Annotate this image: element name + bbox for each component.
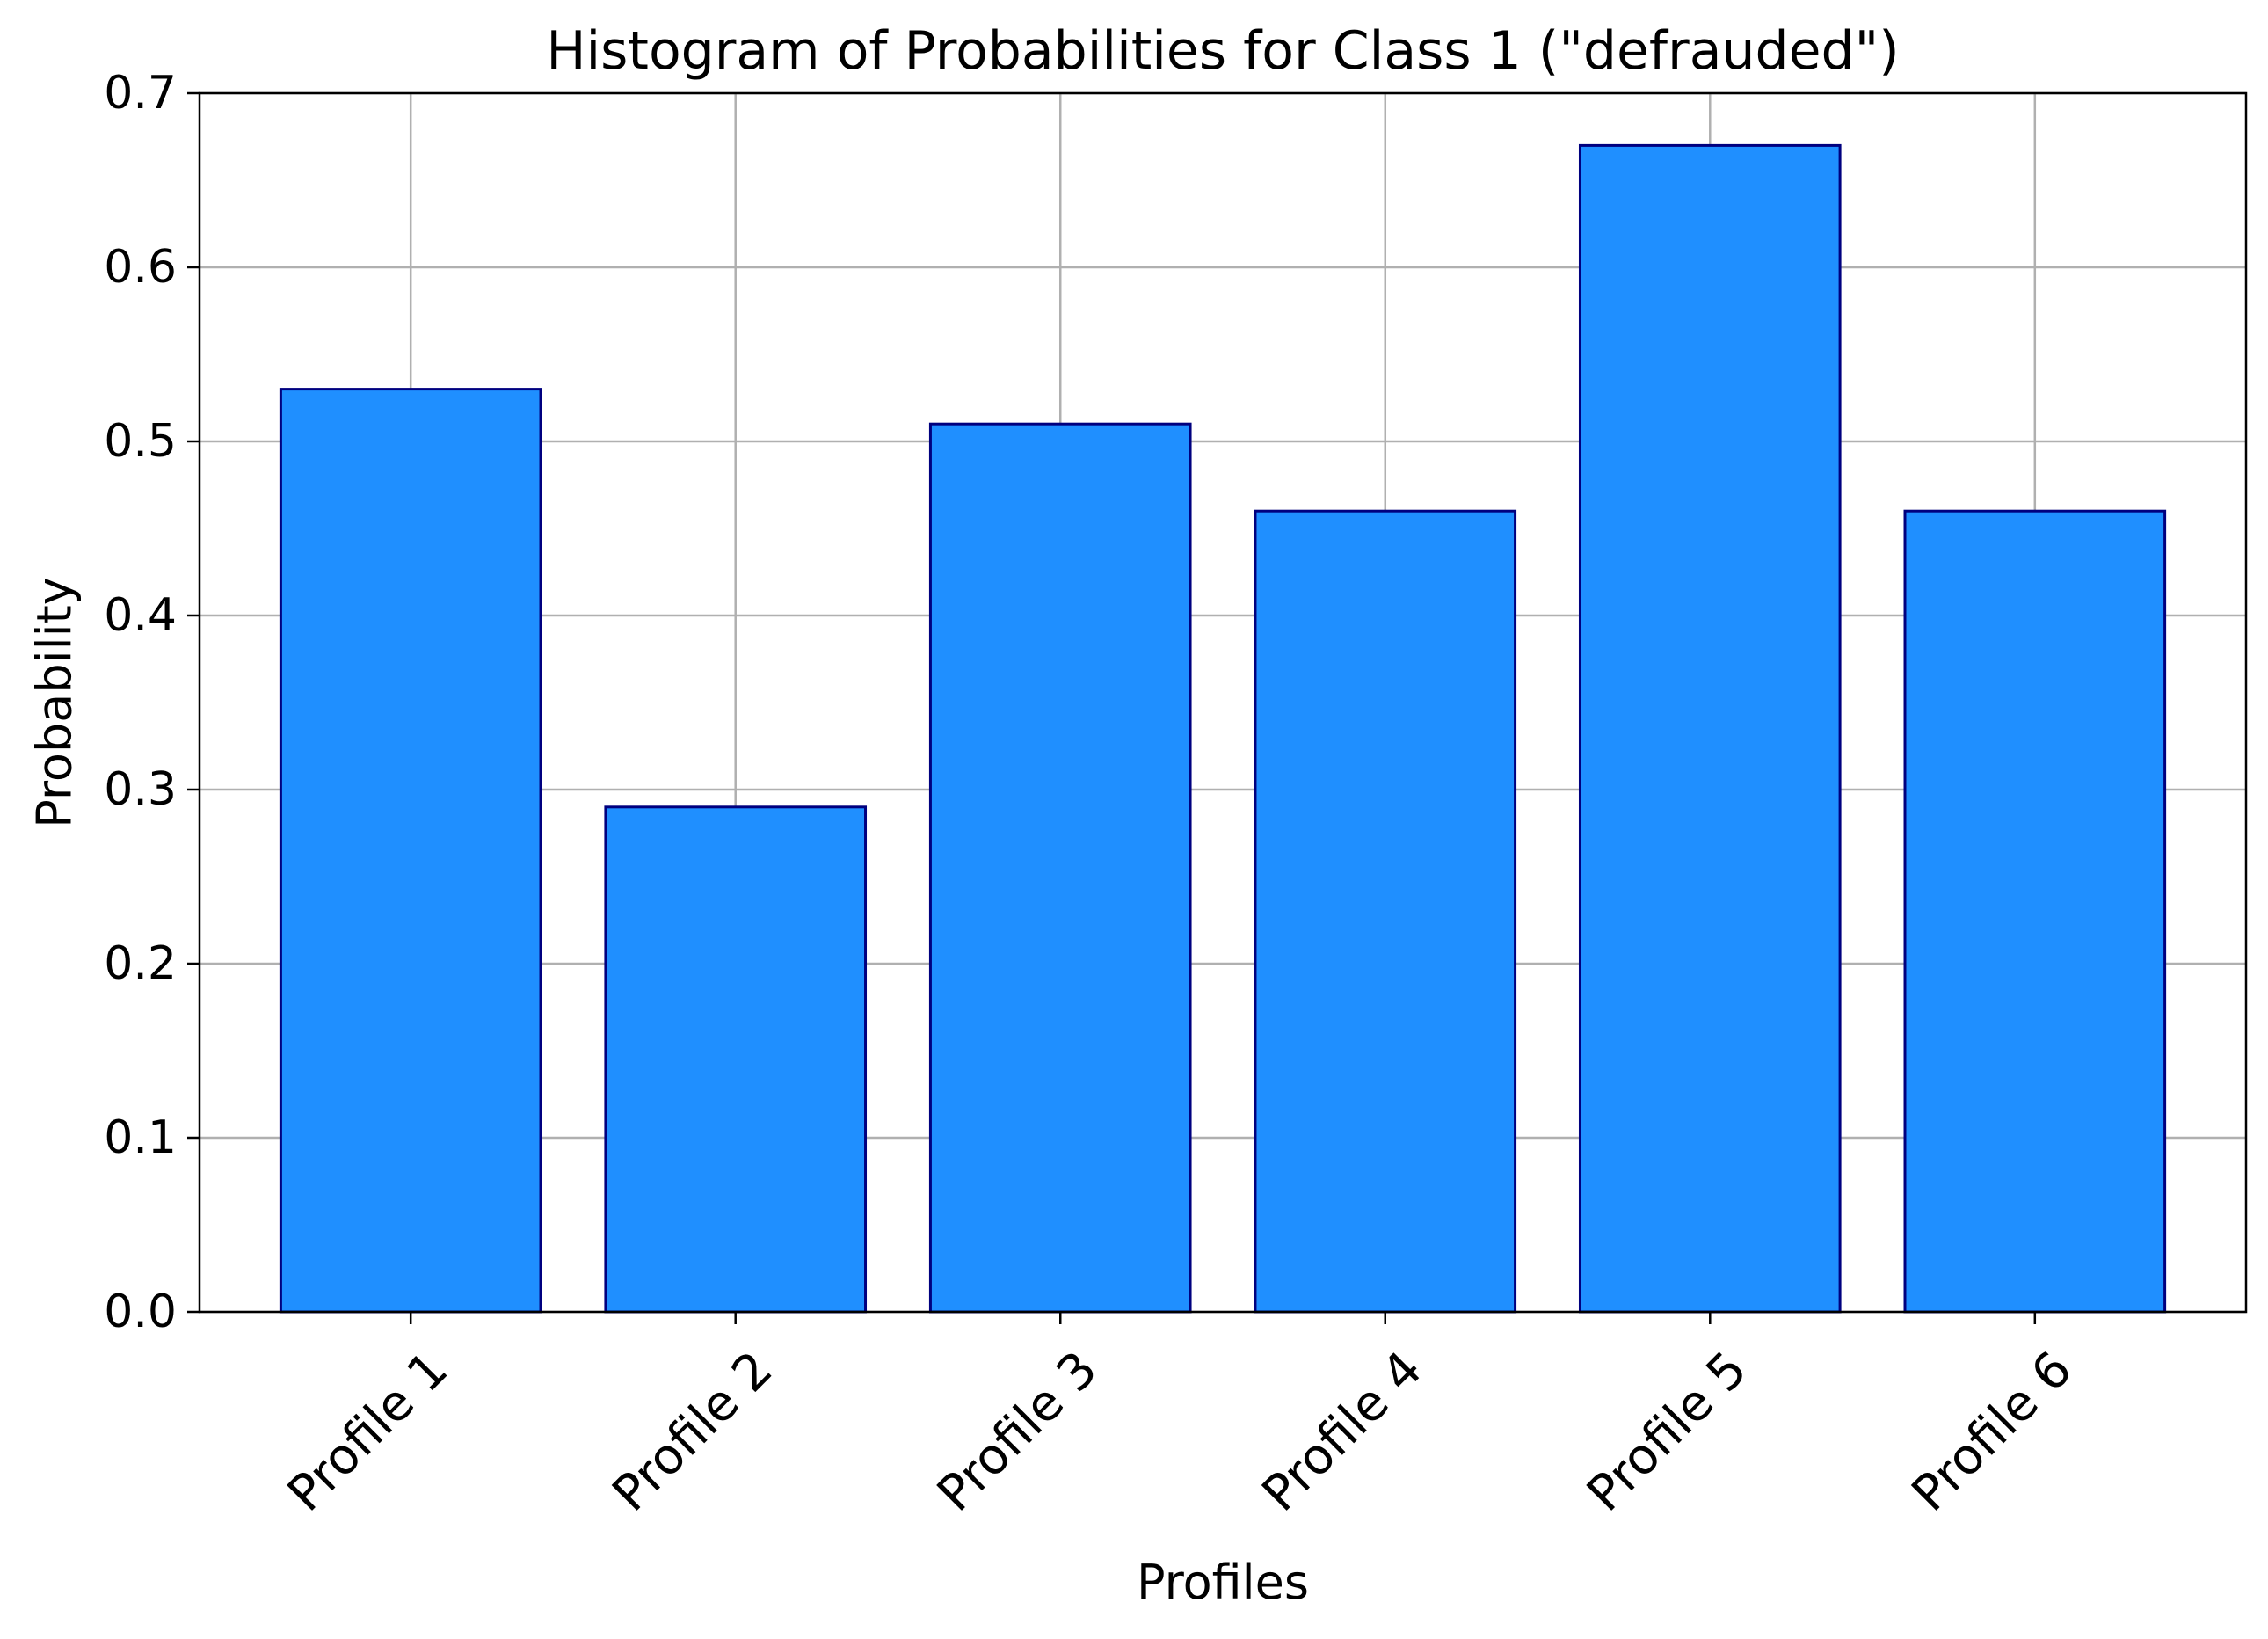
y-tick-label: 0.0 (104, 1286, 177, 1338)
y-axis-label: Probability (27, 577, 83, 827)
bars (279, 143, 2167, 1314)
x-tick-label: Profile 1 (277, 1341, 459, 1523)
y-tick-label: 0.5 (104, 415, 177, 468)
bar-1 (279, 388, 542, 1314)
x-axis-ticks: Profile 1 Profile 2 Profile 3 Profile 4 Prof… (277, 1312, 2083, 1523)
y-tick-label: 0.1 (104, 1111, 177, 1164)
x-tick-label: Profile 6 (1901, 1341, 2083, 1523)
bar-4 (1254, 509, 1517, 1314)
x-tick-label: Profile 2 (602, 1341, 784, 1523)
y-tick-label: 0.4 (104, 589, 177, 642)
bar-3 (928, 422, 1192, 1314)
plot-frame (198, 91, 2248, 1314)
x-tick-label: Profile 3 (927, 1341, 1109, 1523)
x-tick-label: Profile 4 (1252, 1341, 1434, 1523)
bar-2 (604, 805, 868, 1314)
y-tick-label: 0.2 (104, 937, 177, 990)
y-tick-label: 0.3 (104, 763, 177, 816)
y-axis-ticks: 0.0 0.1 0.2 0.3 0.4 0.5 0.6 0.7 (104, 67, 200, 1338)
bar-6 (1903, 509, 2167, 1314)
x-tick-label: Profile 5 (1576, 1341, 1758, 1523)
chart-title: Histogram of Probabilities for Class 1 (… (546, 20, 1899, 82)
y-tick-label: 0.7 (104, 67, 177, 120)
bar-5 (1578, 143, 1842, 1314)
x-axis-label: Profiles (1137, 1555, 1309, 1610)
y-tick-label: 0.6 (104, 241, 177, 294)
